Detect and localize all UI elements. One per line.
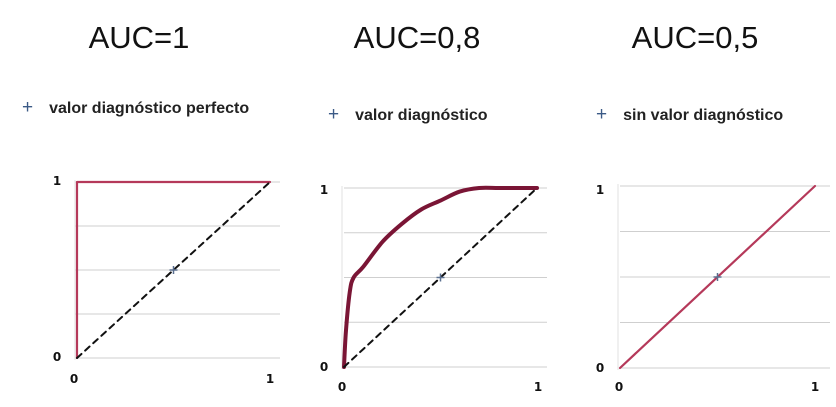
y-tick-label: 0	[53, 350, 61, 364]
roc-curve-line	[342, 185, 539, 369]
chart-title: AUC=0,8	[353, 20, 481, 55]
y-tick-label: 0	[596, 361, 604, 375]
x-tick-label: 0	[338, 380, 346, 394]
plus-bullet-icon: +	[596, 104, 608, 125]
y-tick-label: 0	[320, 360, 328, 374]
y-tick-label: 1	[320, 183, 328, 197]
subtitle-text: valor diagnóstico	[355, 107, 488, 124]
x-tick-label: 0	[615, 380, 623, 394]
chart-subtitle: + valor diagnóstico	[328, 104, 488, 126]
y-tick-label: 1	[53, 174, 61, 188]
x-tick-label: 0	[70, 372, 78, 386]
roc-panel-auc-1: AUC=1 + valor diagnóstico perfecto	[0, 0, 278, 407]
plus-bullet-icon: +	[22, 97, 34, 118]
chart-subtitle: + sin valor diagnóstico	[596, 104, 783, 126]
chart-title: AUC=1	[88, 20, 190, 55]
roc-panel-auc-0-5: AUC=0,5 + sin valor diagnóstico	[556, 0, 834, 407]
subtitle-text: sin valor diagnóstico	[623, 107, 784, 124]
chart-title: AUC=0,5	[631, 20, 759, 55]
subtitle-text: valor diagnóstico perfecto	[49, 100, 250, 117]
x-tick-label: 1	[811, 380, 819, 394]
x-tick-label: 1	[534, 380, 542, 394]
roc-curve-line	[75, 180, 272, 360]
roc-panel-auc-0-8: AUC=0,8 + valor diagnóstico	[278, 0, 556, 407]
chart-subtitle: + valor diagnóstico perfecto	[22, 97, 249, 119]
chance-diagonal-line	[76, 181, 271, 359]
plus-bullet-icon: +	[328, 104, 340, 125]
y-tick-label: 1	[596, 183, 604, 197]
x-tick-label: 1	[266, 372, 274, 386]
